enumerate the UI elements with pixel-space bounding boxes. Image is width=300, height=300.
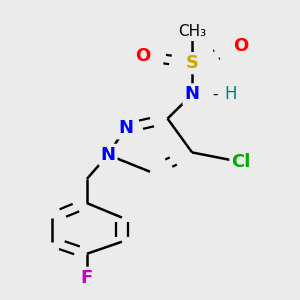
Text: O: O	[233, 37, 249, 55]
Text: N: N	[100, 146, 116, 164]
Text: Cl: Cl	[232, 153, 251, 171]
Text: H: H	[224, 85, 237, 103]
Text: O: O	[135, 47, 151, 65]
Text: H: H	[224, 85, 237, 103]
Text: -: -	[212, 87, 218, 102]
Text: N: N	[184, 85, 200, 103]
Text: N: N	[118, 119, 133, 137]
Text: CH₃: CH₃	[178, 24, 206, 39]
Text: F: F	[81, 269, 93, 287]
Text: S: S	[186, 54, 199, 72]
